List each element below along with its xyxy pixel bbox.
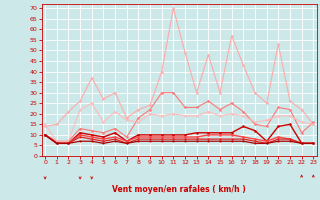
X-axis label: Vent moyen/en rafales ( km/h ): Vent moyen/en rafales ( km/h ): [112, 185, 246, 194]
